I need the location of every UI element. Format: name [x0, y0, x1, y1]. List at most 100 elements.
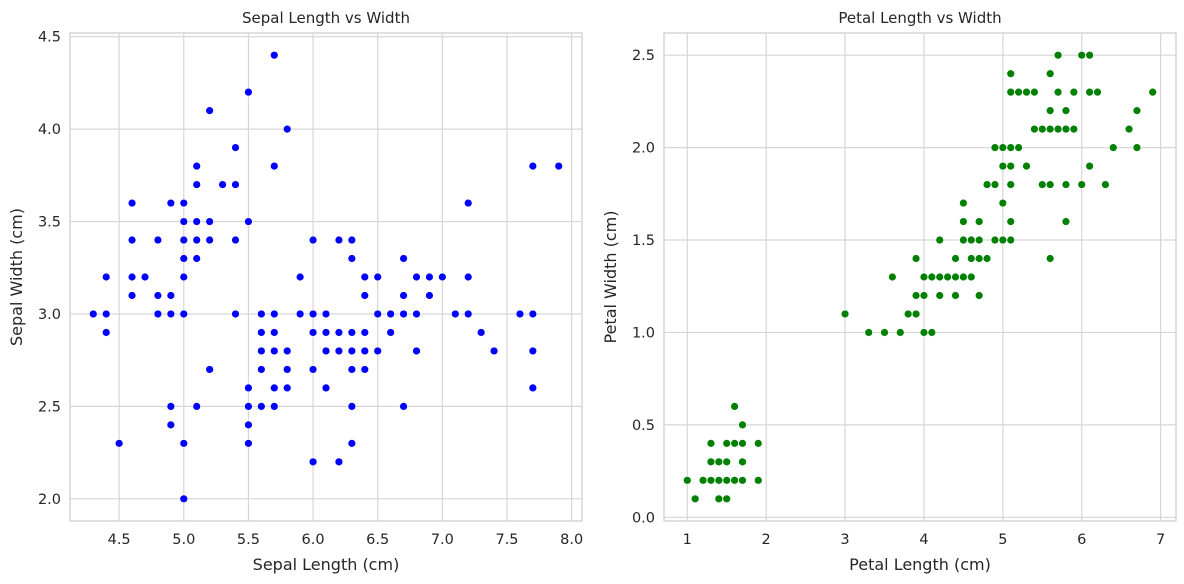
data-point — [231, 309, 240, 319]
data-point — [1006, 235, 1015, 245]
data-point — [706, 457, 716, 467]
data-point — [360, 328, 369, 337]
data-point — [1148, 87, 1157, 97]
x-tick-label: 6.0 — [302, 532, 325, 548]
y-tick-label: 4.5 — [38, 30, 61, 46]
data-point — [1045, 254, 1055, 263]
data-point — [386, 328, 395, 337]
data-point — [1101, 180, 1110, 189]
data-point — [166, 420, 176, 430]
x-tick-label: 6.5 — [366, 532, 389, 548]
data-point — [166, 198, 176, 208]
y-tick-label: 3.0 — [38, 307, 61, 323]
data-point — [935, 291, 944, 300]
data-point — [722, 457, 731, 467]
x-tick-label: 5 — [998, 532, 1007, 548]
data-point — [270, 402, 279, 411]
data-point — [1045, 69, 1055, 78]
data-point — [1030, 87, 1039, 97]
data-point — [295, 309, 305, 319]
data-point — [257, 328, 266, 337]
data-point — [360, 346, 369, 356]
data-point — [153, 291, 163, 300]
data-point — [321, 309, 331, 319]
y-tick-label: 1.5 — [632, 233, 655, 249]
data-point — [1006, 87, 1015, 97]
data-point — [864, 328, 873, 337]
data-point — [515, 309, 525, 319]
data-point — [1132, 143, 1142, 152]
data-point — [974, 217, 984, 226]
data-point — [1045, 180, 1055, 189]
data-point — [990, 235, 1000, 245]
data-point — [714, 457, 724, 467]
data-point — [270, 161, 279, 171]
data-point — [438, 272, 447, 282]
data-point — [244, 87, 253, 97]
data-point — [1006, 217, 1015, 226]
data-point — [153, 235, 163, 245]
data-point — [373, 272, 382, 282]
x-tick-label: 5.5 — [237, 532, 260, 548]
data-point — [283, 346, 292, 356]
data-point — [127, 235, 137, 245]
data-point — [192, 254, 201, 263]
data-point — [927, 272, 937, 282]
data-point — [903, 309, 913, 319]
data-point — [283, 383, 292, 393]
data-point — [1132, 106, 1142, 115]
data-point — [919, 272, 929, 282]
x-tick-label: 6 — [1077, 532, 1086, 548]
data-point — [127, 272, 137, 282]
data-point — [205, 365, 214, 374]
data-point — [270, 383, 279, 393]
data-point — [1045, 106, 1055, 115]
data-point — [321, 328, 331, 337]
data-point — [528, 309, 538, 319]
data-point — [321, 383, 331, 393]
data-point — [967, 235, 976, 245]
data-point — [919, 291, 929, 300]
data-point — [990, 180, 1000, 189]
x-tick-label: 7.5 — [495, 532, 518, 548]
data-point — [974, 254, 984, 263]
data-point — [231, 180, 240, 189]
data-point — [425, 272, 434, 282]
data-point — [990, 143, 1000, 152]
data-point — [231, 235, 240, 245]
data-point — [257, 309, 266, 319]
data-point — [998, 198, 1008, 208]
data-point — [951, 254, 960, 263]
data-point — [1061, 217, 1071, 226]
data-point — [1085, 87, 1094, 97]
data-point — [967, 254, 976, 263]
data-point — [489, 346, 499, 356]
data-point — [205, 235, 214, 245]
data-point — [451, 309, 460, 319]
data-point — [476, 328, 486, 337]
data-point — [179, 494, 188, 504]
y-axis-label: Petal Width (cm) — [601, 211, 620, 344]
data-point — [399, 254, 408, 263]
y-axis-label: Sepal Width (cm) — [7, 208, 26, 346]
data-point — [257, 402, 266, 411]
data-point — [257, 365, 266, 374]
data-point — [722, 476, 731, 485]
data-point — [690, 494, 700, 504]
data-point — [179, 272, 188, 282]
data-point — [911, 291, 921, 300]
data-point — [1022, 161, 1031, 171]
data-point — [347, 402, 357, 411]
data-point — [1006, 161, 1015, 171]
data-point — [959, 217, 968, 226]
data-point — [840, 309, 850, 319]
data-point — [347, 346, 357, 356]
data-point — [166, 309, 176, 319]
data-point — [179, 439, 188, 448]
y-tick-label: 0.5 — [632, 418, 655, 434]
data-point — [166, 402, 176, 411]
data-point — [89, 309, 98, 319]
y-tick-label: 2.5 — [38, 399, 61, 415]
data-point — [1038, 124, 1047, 134]
